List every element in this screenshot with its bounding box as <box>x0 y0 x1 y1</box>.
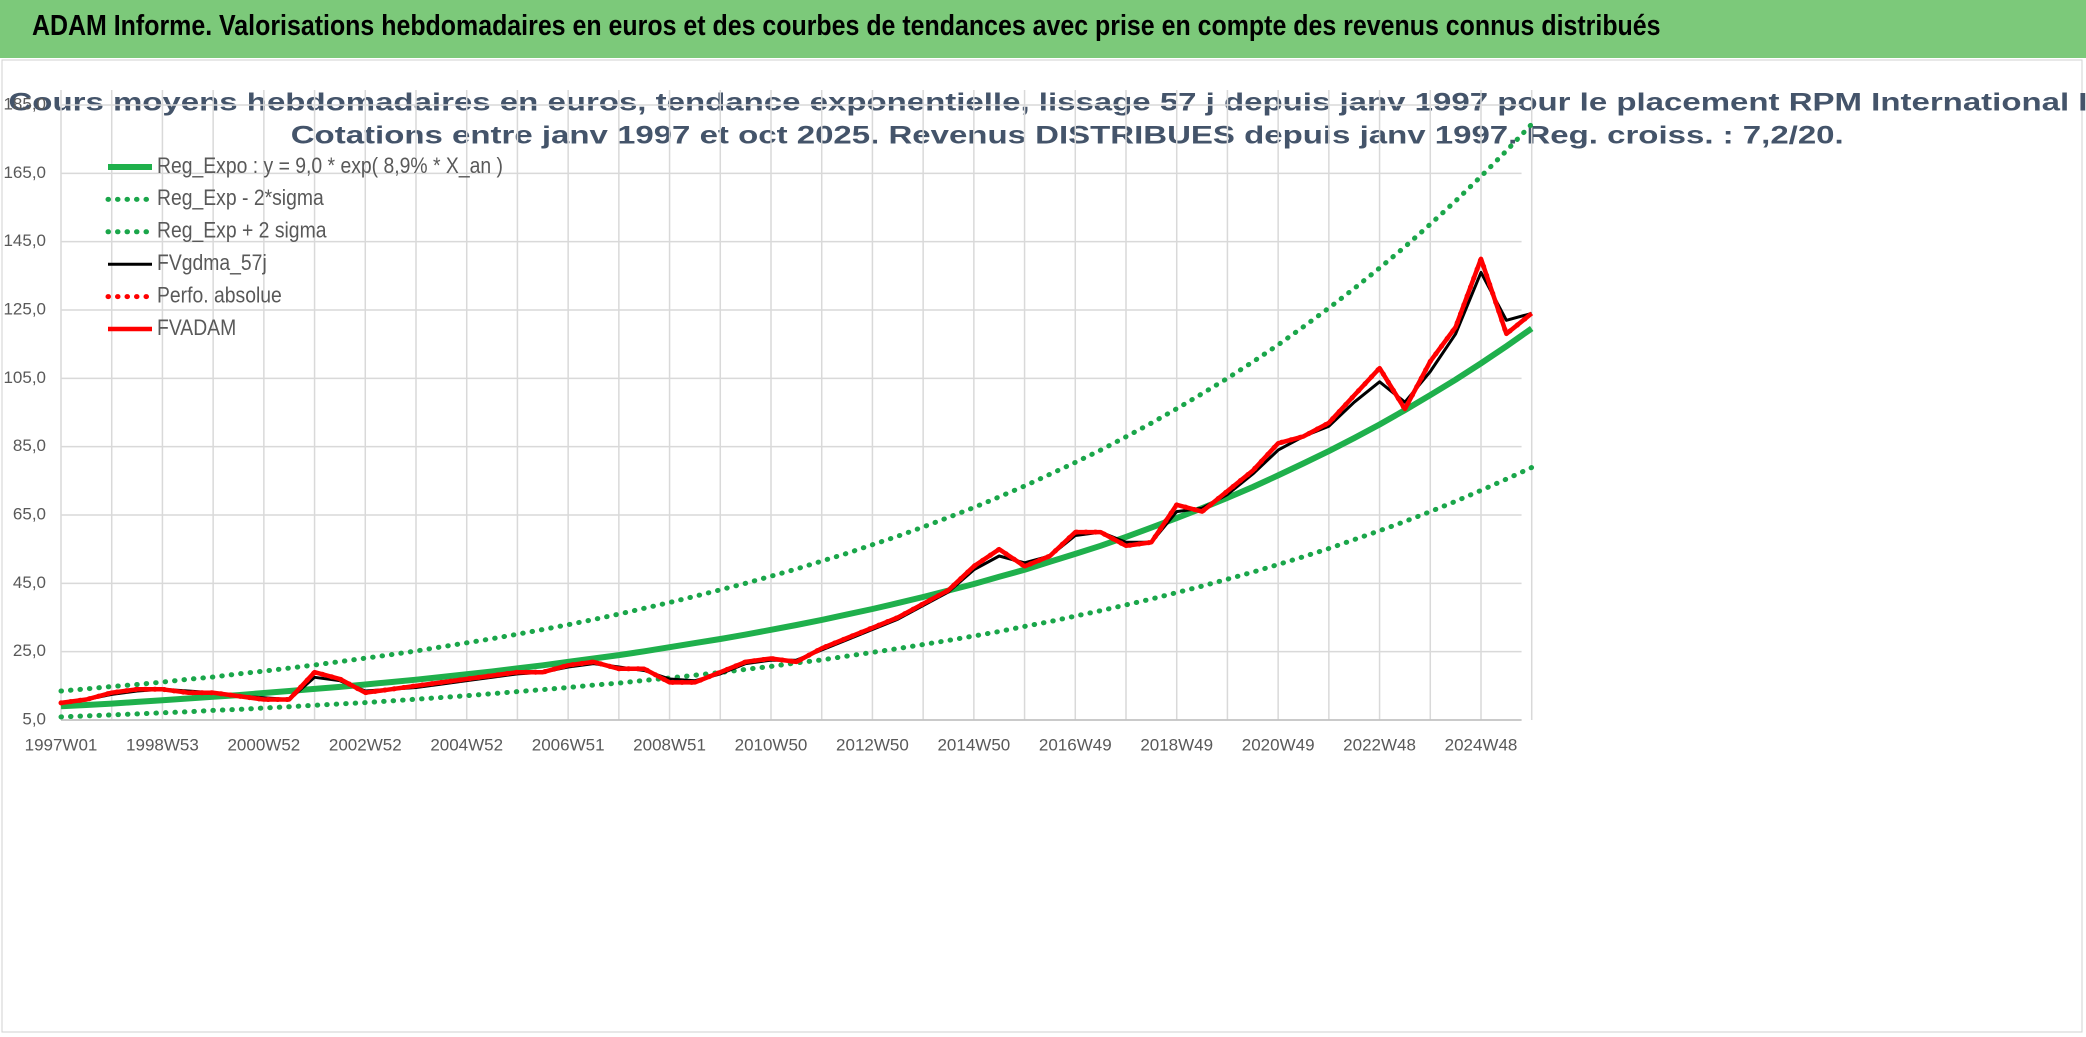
y-tick-label: 105,0 <box>3 368 46 387</box>
x-tick-label: 2018W49 <box>1140 735 1213 754</box>
legend-label: FVgdma_57j <box>157 251 267 275</box>
x-tick-label: 2012W50 <box>836 735 909 754</box>
series-line <box>60 256 1534 706</box>
chart-title: Cotations entre janv 1997 et oct 2025. R… <box>291 122 1844 149</box>
x-tick-label: 1997W01 <box>25 735 98 754</box>
x-tick-label: 2002W52 <box>329 735 402 754</box>
y-tick-label: 165,0 <box>3 163 46 182</box>
x-tick-label: 1998W53 <box>126 735 199 754</box>
x-tick-label: 2010W50 <box>735 735 808 754</box>
legend-label: Perfo. absolue <box>157 283 282 307</box>
y-tick-label: 85,0 <box>13 436 46 455</box>
x-tick-label: 2022W48 <box>1343 735 1416 754</box>
header: ADAM Informe. Valorisations hebdomadaire… <box>0 0 2086 58</box>
x-tick-label: 2014W50 <box>937 735 1010 754</box>
x-tick-label: 2004W52 <box>430 735 503 754</box>
y-tick-label: 185,0 <box>3 94 46 113</box>
chart-frame <box>1 59 2083 1033</box>
x-tick-label: 2016W49 <box>1039 735 1112 754</box>
x-tick-label: 2006W51 <box>532 735 605 754</box>
y-tick-label: 45,0 <box>13 573 46 592</box>
legend-label: FVADAM <box>157 316 236 340</box>
y-tick-label: 65,0 <box>13 504 46 523</box>
y-tick-label: 145,0 <box>3 231 46 250</box>
x-tick-label: 2020W49 <box>1242 735 1315 754</box>
legend-label: Reg_Expo : y = 9,0 * exp( 8,9% * X_an ) <box>157 154 503 178</box>
chart-title: Cours moyens hebdomadaires en euros, ten… <box>8 89 2086 116</box>
series-line <box>58 465 1535 720</box>
legend-label: Reg_Exp - 2*sigma <box>157 186 324 210</box>
series-line <box>58 121 1535 694</box>
x-tick-label: 2008W51 <box>633 735 706 754</box>
chart: Cours moyens hebdomadaires en euros, ten… <box>1 59 2086 1033</box>
y-tick-label: 25,0 <box>13 641 46 660</box>
series-line <box>60 326 1534 710</box>
legend-label: Reg_Exp + 2 sigma <box>157 218 327 242</box>
x-tick-label: 2024W48 <box>1445 735 1518 754</box>
x-tick-label: 2000W52 <box>227 735 300 754</box>
y-tick-label: 125,0 <box>3 299 46 318</box>
header-title: ADAM Informe. Valorisations hebdomadaire… <box>32 10 1661 42</box>
y-tick-label: 5,0 <box>22 709 46 728</box>
